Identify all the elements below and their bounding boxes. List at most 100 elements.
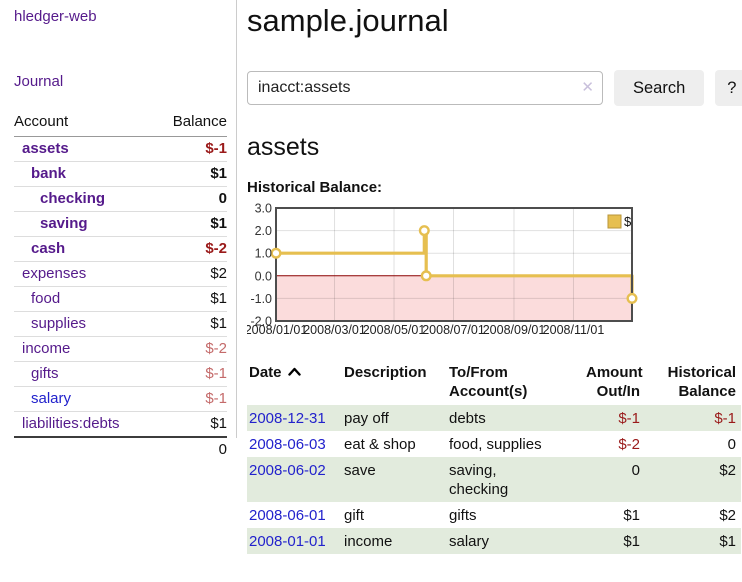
account-row: liabilities:debts $1 <box>14 411 227 437</box>
account-balance: $1 <box>154 286 227 312</box>
account-link[interactable]: gifts <box>31 365 59 382</box>
transaction-accounts: debts <box>449 410 486 427</box>
accounts-total-row: 0 <box>14 436 227 462</box>
account-row: checking 0 <box>14 186 227 212</box>
sort-ascending-icon <box>287 367 301 376</box>
account-balance: $1 <box>154 311 227 337</box>
account-row: supplies $1 <box>14 311 227 337</box>
accounts-table-header: Account Balance <box>14 111 227 137</box>
date-column-header[interactable]: Date <box>247 361 344 405</box>
transaction-date-link[interactable]: 2008-06-03 <box>249 436 326 453</box>
account-link[interactable]: liabilities:debts <box>22 415 120 432</box>
account-balance: 0 <box>154 186 227 212</box>
y-tick-label: 3.0 <box>255 202 272 216</box>
transaction-amount: $1 <box>623 507 640 524</box>
sidebar-item-journal[interactable]: Journal <box>14 73 64 90</box>
account-balance: $-2 <box>154 336 227 362</box>
app-brand-link[interactable]: hledger-web <box>14 8 97 25</box>
account-column-header: Account <box>14 111 155 137</box>
page-title: sample.journal <box>247 3 449 38</box>
transaction-description: save <box>344 462 376 479</box>
x-tick-label: 2008/09/01 <box>483 323 546 337</box>
account-link[interactable]: supplies <box>31 315 87 332</box>
account-balance: $-2 <box>154 236 227 262</box>
account-balance: $1 <box>154 161 227 187</box>
transaction-amount: $-1 <box>618 410 640 427</box>
account-link[interactable]: expenses <box>22 265 87 282</box>
date-column-label: Date <box>249 364 282 381</box>
data-point-marker <box>420 270 432 282</box>
transaction-description: pay off <box>344 410 389 427</box>
transaction-description: income <box>344 533 393 550</box>
historical-balance-chart: 3.0 2.0 1.0 0.0 -1.0 -2.02008/01/012008/03/01… <box>247 202 638 337</box>
account-row: cash $-2 <box>14 236 227 262</box>
amount-column-header: Amount Out/In <box>586 364 643 400</box>
register-row: 2008-06-01 gift gifts $1 $2 <box>247 502 741 528</box>
data-point-marker <box>270 247 282 259</box>
account-link[interactable]: cash <box>31 240 66 257</box>
account-balance: $1 <box>154 211 227 237</box>
total-spacer <box>14 436 155 462</box>
register-row: 2008-12-31 pay off debts $-1 $-1 <box>247 405 741 431</box>
y-tick-label: 0.0 <box>255 269 272 283</box>
transaction-date-link[interactable]: 2008-06-02 <box>249 462 326 479</box>
account-link[interactable]: income <box>22 340 71 357</box>
account-row: income $-2 <box>14 336 227 362</box>
account-balance: $2 <box>154 261 227 287</box>
accounts-column-header: To/From Account(s) <box>449 364 528 400</box>
x-tick-label: 2008/05/01 <box>363 323 426 337</box>
account-link[interactable]: saving <box>40 215 88 232</box>
x-tick-label: 2008/03/01 <box>303 323 366 337</box>
x-tick-label: 2008/11/01 <box>543 323 605 337</box>
register-row: 2008-06-03 eat & shop food, supplies $-2… <box>247 431 741 457</box>
transaction-accounts: food, supplies <box>449 436 542 453</box>
account-row: food $1 <box>14 286 227 312</box>
chart-title: Historical Balance: <box>247 179 383 196</box>
transaction-date-link[interactable]: 2008-12-31 <box>249 410 326 427</box>
search-bar: ✕ Search ? <box>247 70 742 106</box>
account-link[interactable]: food <box>31 290 61 307</box>
search-input[interactable] <box>247 71 603 105</box>
plot-border <box>275 207 633 322</box>
account-link[interactable]: salary <box>31 390 72 407</box>
transaction-accounts: saving, checking <box>449 462 509 498</box>
balance-column-header-register: Historical Balance <box>667 364 736 400</box>
account-balance: $1 <box>154 411 227 437</box>
y-tick-label: 2.0 <box>255 224 272 238</box>
account-row: assets $-1 <box>14 137 227 162</box>
account-balance: $-1 <box>154 361 227 387</box>
transaction-description: gift <box>344 507 365 524</box>
account-link[interactable]: bank <box>31 165 67 182</box>
account-row: saving $1 <box>14 211 227 237</box>
transaction-balance: $1 <box>719 533 736 550</box>
account-row: expenses $2 <box>14 261 227 287</box>
legend-swatch <box>607 214 622 229</box>
transaction-balance: $2 <box>719 507 736 524</box>
transaction-date-link[interactable]: 2008-01-01 <box>249 533 326 550</box>
data-point-marker <box>418 225 430 237</box>
transaction-balance: $2 <box>719 462 736 479</box>
register-header-row: Date Description To/From Account(s) Amou… <box>247 361 741 405</box>
x-tick-label: 2008/01/01 <box>247 323 307 337</box>
account-link[interactable]: checking <box>40 190 106 207</box>
transaction-amount: 0 <box>631 462 640 479</box>
sidebar: hledger-web Journal Account Balance asse… <box>0 0 237 462</box>
accounts-balance-table: Account Balance assets $-1 bank $1 check… <box>14 111 227 462</box>
y-tick-label: 1.0 <box>255 247 272 261</box>
search-input-wrap: ✕ <box>247 71 603 105</box>
x-tick-label: 2008/07/01 <box>422 323 485 337</box>
account-row: bank $1 <box>14 161 227 187</box>
negative-region <box>276 275 632 321</box>
account-balance: $-1 <box>154 386 227 412</box>
y-tick-label: -1.0 <box>250 292 272 306</box>
transaction-date-link[interactable]: 2008-06-01 <box>249 507 326 524</box>
legend-label: $ <box>624 214 632 229</box>
data-point-marker <box>626 292 638 304</box>
account-row: gifts $-1 <box>14 361 227 387</box>
transaction-amount: $-2 <box>618 436 640 453</box>
help-button[interactable]: ? <box>715 70 742 106</box>
clear-search-icon[interactable]: ✕ <box>581 79 594 96</box>
search-button[interactable]: Search <box>614 70 705 106</box>
account-link[interactable]: assets <box>22 140 69 157</box>
